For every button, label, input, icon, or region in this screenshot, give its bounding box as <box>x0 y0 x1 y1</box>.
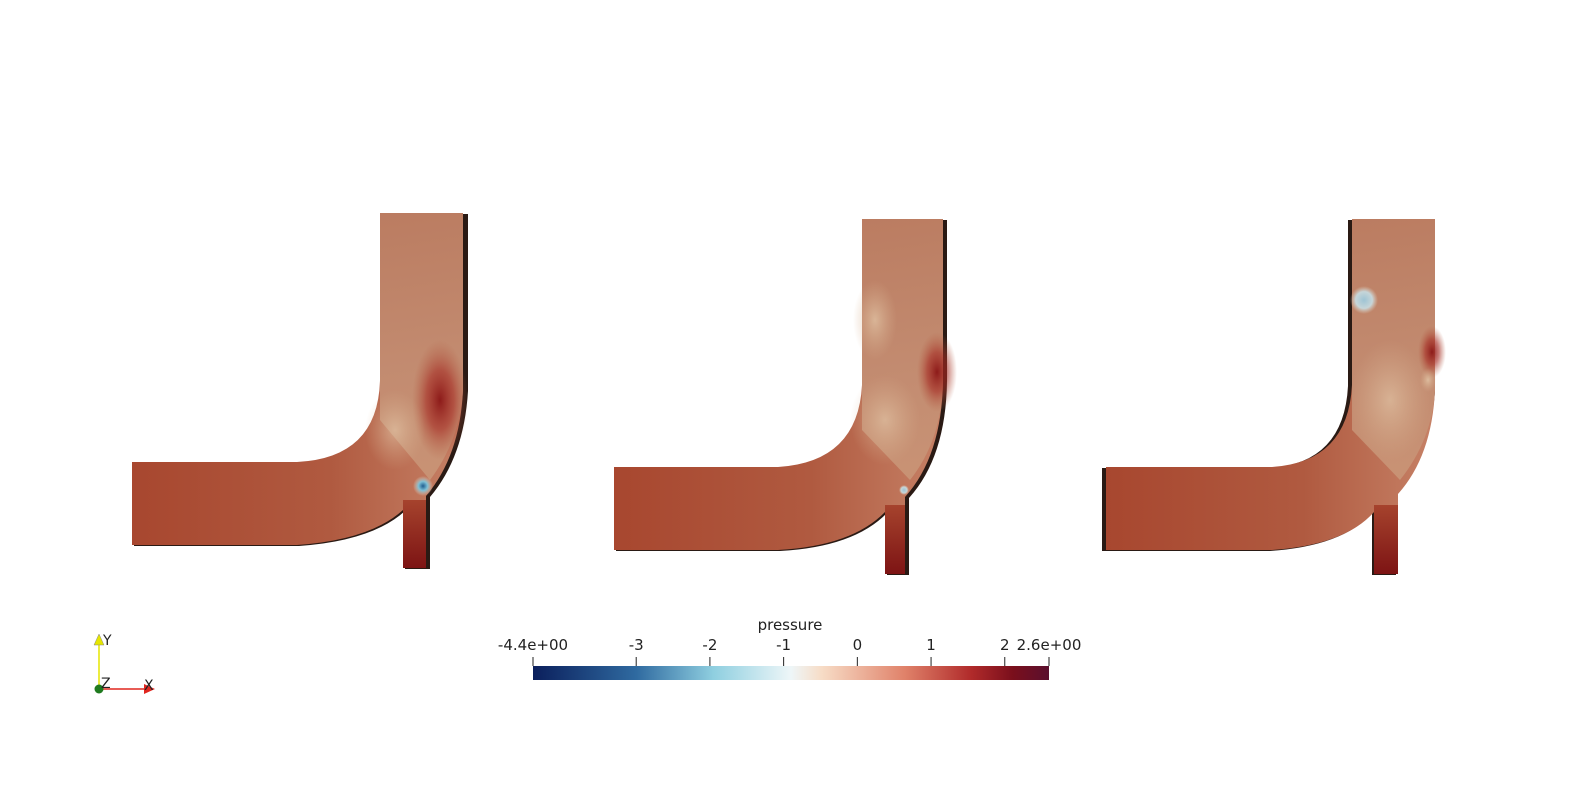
colorbar-tick-label: -3 <box>629 636 644 654</box>
colorbar-gradient <box>533 666 1049 680</box>
pressure-colorbar: pressure -4.4e+00 -3 -2 -1 0 1 2 2.6e+00 <box>498 616 1081 680</box>
z-axis-label: Z <box>101 676 111 692</box>
colorbar-tick-label: -1 <box>776 636 791 654</box>
colorbar-ticks: -4.4e+00 -3 -2 -1 0 1 2 2.6e+00 <box>498 636 1081 666</box>
colorbar-tick-label: 2 <box>1000 636 1010 654</box>
colorbar-title: pressure <box>758 616 823 634</box>
x-axis-arrow-icon <box>144 684 155 694</box>
x-axis-label: X <box>144 678 154 694</box>
colorbar-tick-label: 0 <box>853 636 863 654</box>
colorbar-tick-label: 1 <box>926 636 936 654</box>
y-axis-arrow-icon <box>93 633 105 646</box>
pipe-panel-2 <box>614 219 957 575</box>
pipe-panel-3 <box>1102 219 1446 575</box>
colorbar-tick-label: -2 <box>702 636 717 654</box>
colorbar-tick-max-label: 2.6e+00 <box>1017 636 1082 654</box>
y-axis-label: Y <box>102 633 112 649</box>
pipe-body <box>614 219 943 574</box>
pipe-panel-1 <box>132 213 468 569</box>
axes-orientation-triad: Y Z X <box>93 633 155 694</box>
z-axis-dot-icon <box>94 684 104 694</box>
colorbar-tick-min-label: -4.4e+00 <box>498 636 568 654</box>
